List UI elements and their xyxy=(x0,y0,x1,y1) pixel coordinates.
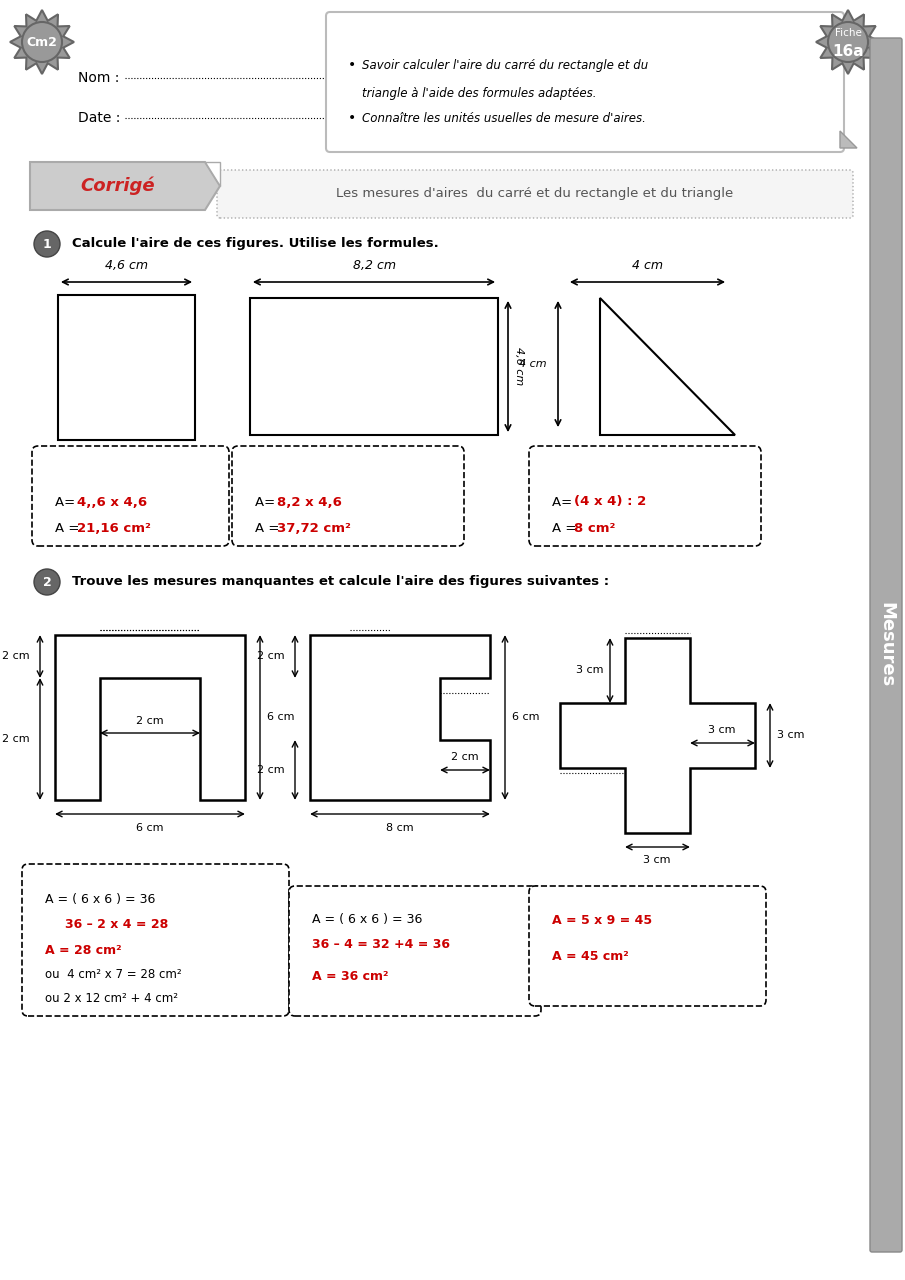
Text: (4 x 4) : 2: (4 x 4) : 2 xyxy=(574,495,646,508)
Text: 2 cm: 2 cm xyxy=(136,716,164,726)
Text: triangle à l'aide des formules adaptées.: triangle à l'aide des formules adaptées. xyxy=(362,87,596,100)
Text: A =: A = xyxy=(55,521,83,535)
Text: 2 cm: 2 cm xyxy=(257,765,285,774)
FancyBboxPatch shape xyxy=(326,12,844,152)
FancyBboxPatch shape xyxy=(232,445,464,547)
Polygon shape xyxy=(816,10,880,74)
Text: 36 – 2 x 4 = 28: 36 – 2 x 4 = 28 xyxy=(65,919,168,932)
Text: A=: A= xyxy=(552,495,576,508)
Text: Cm2: Cm2 xyxy=(26,36,57,49)
Text: 16a: 16a xyxy=(833,45,863,59)
Text: Date :: Date : xyxy=(78,111,120,125)
Text: A = ( 6 x 6 ) = 36: A = ( 6 x 6 ) = 36 xyxy=(312,914,423,927)
Text: 8,2 x 4,6: 8,2 x 4,6 xyxy=(277,495,342,508)
Text: Corrigé: Corrigé xyxy=(81,177,156,196)
Text: 2 cm: 2 cm xyxy=(3,652,30,660)
Text: A = 36 cm²: A = 36 cm² xyxy=(312,970,388,983)
Text: A=: A= xyxy=(55,495,80,508)
Text: Savoir calculer l'aire du carré du rectangle et du: Savoir calculer l'aire du carré du recta… xyxy=(362,59,648,72)
FancyBboxPatch shape xyxy=(289,886,541,1016)
Text: 4 cm: 4 cm xyxy=(632,259,662,271)
Text: •: • xyxy=(348,58,357,72)
Text: 3 cm: 3 cm xyxy=(576,666,603,675)
Polygon shape xyxy=(600,298,735,435)
Polygon shape xyxy=(310,635,490,800)
Polygon shape xyxy=(205,163,220,186)
Polygon shape xyxy=(840,131,857,148)
Text: 1: 1 xyxy=(43,238,52,251)
FancyBboxPatch shape xyxy=(32,445,229,547)
FancyBboxPatch shape xyxy=(529,886,766,1006)
Text: •: • xyxy=(348,111,357,125)
Text: 21,16 cm²: 21,16 cm² xyxy=(77,521,151,535)
FancyBboxPatch shape xyxy=(870,38,902,1252)
Text: Nom :: Nom : xyxy=(78,70,119,84)
Text: 8,2 cm: 8,2 cm xyxy=(353,259,395,271)
Text: Les mesures d'aires  du carré et du rectangle et du triangle: Les mesures d'aires du carré et du recta… xyxy=(337,187,734,201)
Text: Trouve les mesures manquantes et calcule l'aire des figures suivantes :: Trouve les mesures manquantes et calcule… xyxy=(72,576,609,589)
Text: 8 cm²: 8 cm² xyxy=(574,521,615,535)
Text: 4 cm: 4 cm xyxy=(519,358,547,369)
Polygon shape xyxy=(10,10,74,74)
Text: 3 cm: 3 cm xyxy=(777,730,805,740)
Bar xyxy=(250,298,498,435)
Text: 36 – 4 = 32 +4 = 36: 36 – 4 = 32 +4 = 36 xyxy=(312,938,450,951)
Text: A = 45 cm²: A = 45 cm² xyxy=(552,951,629,964)
Text: A =: A = xyxy=(552,521,581,535)
Text: Fiche: Fiche xyxy=(834,28,862,38)
Text: 6 cm: 6 cm xyxy=(512,712,539,722)
Text: 4,,6 x 4,6: 4,,6 x 4,6 xyxy=(77,495,148,508)
Text: 8 cm: 8 cm xyxy=(386,823,414,833)
Circle shape xyxy=(22,22,62,61)
Text: 3 cm: 3 cm xyxy=(643,855,671,865)
Bar xyxy=(58,294,195,440)
Text: 4,6 cm: 4,6 cm xyxy=(104,259,148,271)
Text: ou 2 x 12 cm² + 4 cm²: ou 2 x 12 cm² + 4 cm² xyxy=(45,992,178,1005)
Text: 3 cm: 3 cm xyxy=(709,724,736,735)
Text: 4,6 cm: 4,6 cm xyxy=(514,347,524,385)
Text: 37,72 cm²: 37,72 cm² xyxy=(277,521,351,535)
Text: 2: 2 xyxy=(43,576,52,589)
Text: Mesures: Mesures xyxy=(877,603,895,687)
Text: 2 cm: 2 cm xyxy=(452,751,479,762)
Polygon shape xyxy=(55,635,245,800)
Circle shape xyxy=(34,570,60,595)
Text: http://www.i-profs.fr: http://www.i-profs.fr xyxy=(885,631,895,728)
Text: A = 28 cm²: A = 28 cm² xyxy=(45,943,121,956)
Text: A = ( 6 x 6 ) = 36: A = ( 6 x 6 ) = 36 xyxy=(45,893,156,906)
Text: A=: A= xyxy=(255,495,280,508)
Circle shape xyxy=(34,230,60,257)
Text: 6 cm: 6 cm xyxy=(137,823,164,833)
Text: 2 cm: 2 cm xyxy=(257,652,285,660)
Polygon shape xyxy=(30,163,220,210)
Text: ou  4 cm² x 7 = 28 cm²: ou 4 cm² x 7 = 28 cm² xyxy=(45,969,182,982)
FancyBboxPatch shape xyxy=(217,170,853,218)
FancyBboxPatch shape xyxy=(22,864,289,1016)
Text: 2 cm: 2 cm xyxy=(3,733,30,744)
Polygon shape xyxy=(560,637,755,833)
Circle shape xyxy=(828,22,868,61)
Text: Calcule l'aire de ces figures. Utilise les formules.: Calcule l'aire de ces figures. Utilise l… xyxy=(72,238,439,251)
Text: A =: A = xyxy=(255,521,283,535)
Text: 6 cm: 6 cm xyxy=(267,712,294,722)
FancyBboxPatch shape xyxy=(529,445,761,547)
Text: Connaître les unités usuelles de mesure d'aires.: Connaître les unités usuelles de mesure … xyxy=(362,111,646,124)
Text: A = 5 x 9 = 45: A = 5 x 9 = 45 xyxy=(552,914,653,927)
